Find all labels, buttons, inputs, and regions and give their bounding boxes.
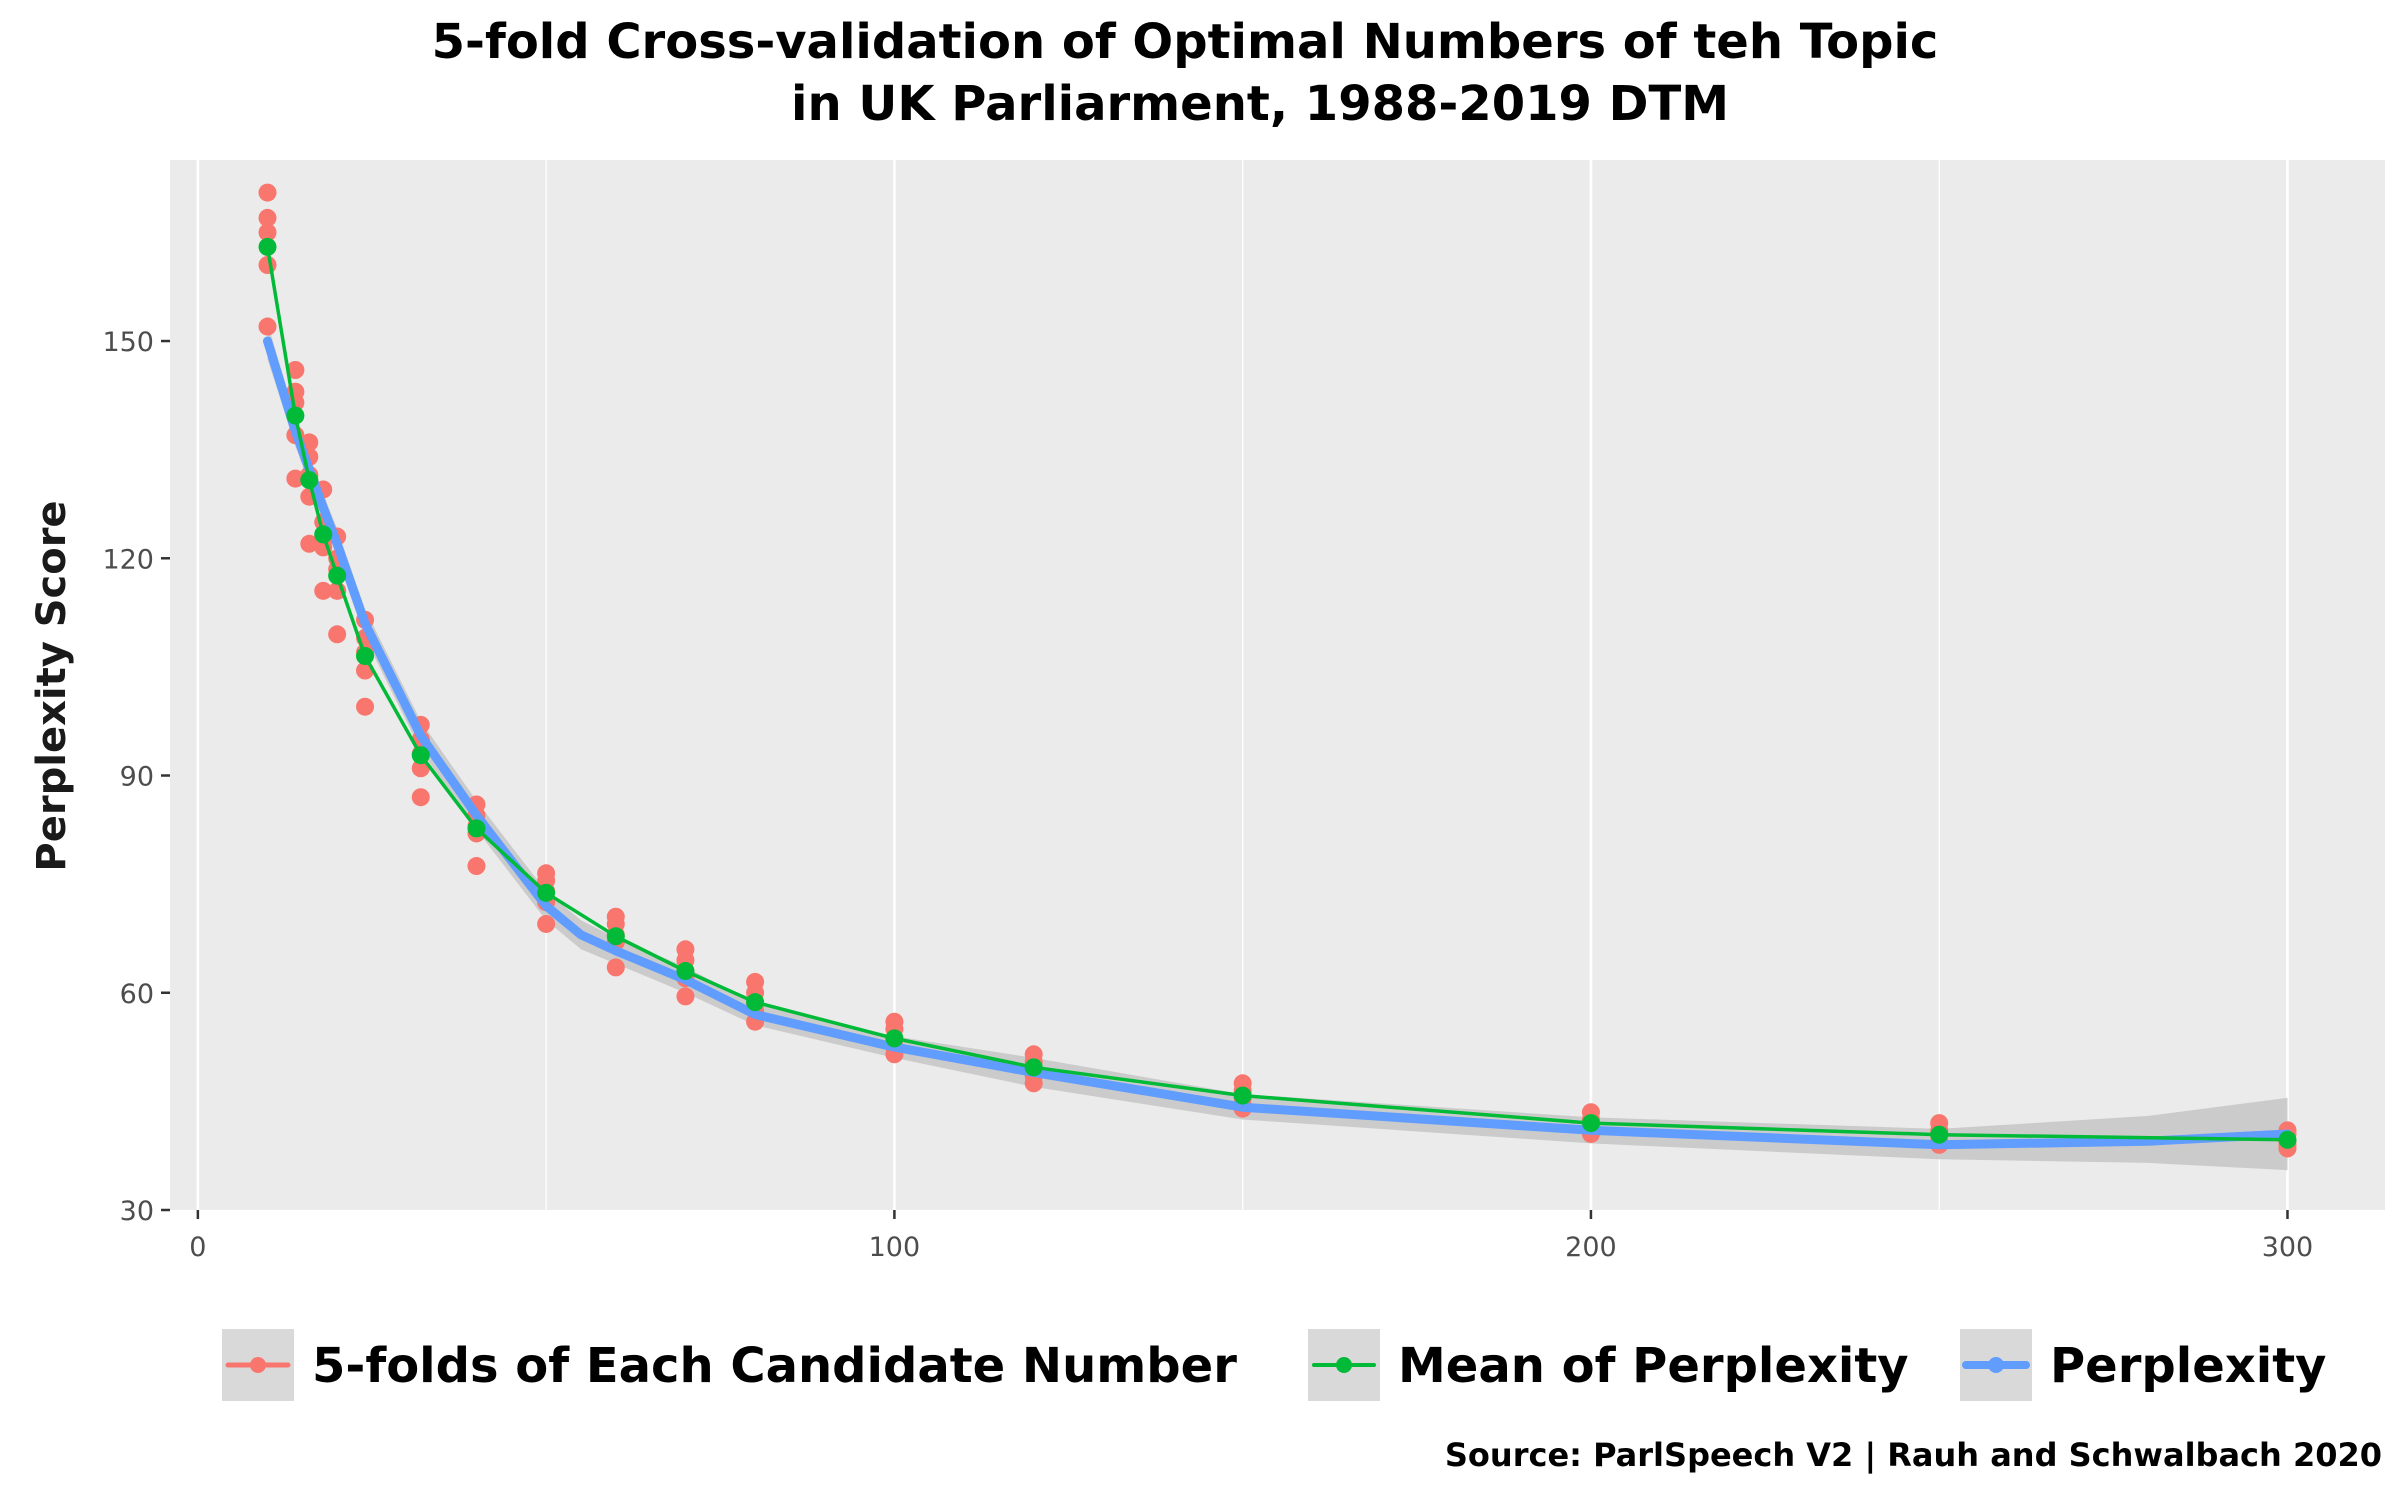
chart-title-line-2: in UK Parliarment, 1988-2019 DTM (791, 76, 1729, 132)
fold-point (258, 208, 277, 227)
y-tick-label: 150 (102, 327, 154, 358)
fold-point (606, 958, 625, 977)
y-tick-label: 60 (120, 979, 154, 1010)
mean-point (746, 993, 765, 1012)
source-caption: Source: ParlSpeech V2 | Rauh and Schwalb… (1444, 1436, 2382, 1474)
fold-point (286, 469, 305, 488)
y-tick-label: 120 (102, 544, 154, 575)
fold-point (258, 223, 277, 242)
fold-point (328, 625, 347, 644)
x-tick-label: 100 (869, 1232, 921, 1263)
mean-point (286, 406, 305, 425)
y-tick-label: 90 (120, 762, 154, 793)
mean-point (1024, 1058, 1043, 1077)
legend-label: Perplexity (2050, 1338, 2326, 1394)
mean-point (676, 962, 695, 981)
mean-point (258, 237, 277, 256)
fold-point (258, 183, 277, 202)
mean-point (411, 746, 430, 765)
mean-line (265, 246, 2288, 1142)
mean-point (314, 525, 333, 544)
mean-point (537, 883, 556, 902)
legend-key-point (1988, 1357, 2004, 1373)
mean-point (606, 927, 625, 946)
mean-point (1233, 1086, 1252, 1105)
legend-key-point (250, 1357, 266, 1373)
mean-point (885, 1029, 904, 1048)
mean-point (328, 566, 347, 585)
fold-point (314, 581, 333, 600)
legend-item-3: Perplexity (1960, 1329, 2326, 1401)
fold-point (467, 857, 486, 876)
fold-point (356, 697, 375, 716)
y-tick-label: 30 (120, 1196, 154, 1227)
fold-point (1024, 1074, 1043, 1093)
chart-title-line-1: 5-fold Cross-validation of Optimal Numbe… (431, 14, 1939, 70)
x-tick-label: 200 (1565, 1232, 1617, 1263)
mean-point (300, 471, 319, 490)
fold-point (676, 987, 695, 1006)
legend-key-point (1336, 1357, 1352, 1373)
panel-background (170, 160, 2385, 1210)
fold-point (411, 788, 430, 807)
fold-point (258, 256, 277, 274)
mean-point (1930, 1125, 1949, 1144)
mean-point (1581, 1114, 1600, 1133)
fold-point (300, 534, 319, 553)
mean-point (2278, 1130, 2297, 1149)
mean-point (356, 647, 375, 666)
plot-area: 0 100 200 300 30 60 90 120 150 5-folds of Each Ca… (102, 160, 2385, 1401)
legend-item-2: Mean of Perplexity (1308, 1329, 1909, 1401)
legend-item-1: 5-folds of Each Candidate Number (222, 1329, 1237, 1401)
legend-label: Mean of Perplexity (1398, 1338, 1909, 1394)
fold-point (258, 317, 277, 336)
mean-point (467, 819, 486, 838)
fold-point (286, 361, 305, 379)
fold-point (537, 914, 556, 933)
legend-label: 5-folds of Each Candidate Number (312, 1338, 1237, 1394)
x-tick-label: 0 (189, 1232, 206, 1263)
x-tick-label: 300 (2262, 1232, 2314, 1263)
